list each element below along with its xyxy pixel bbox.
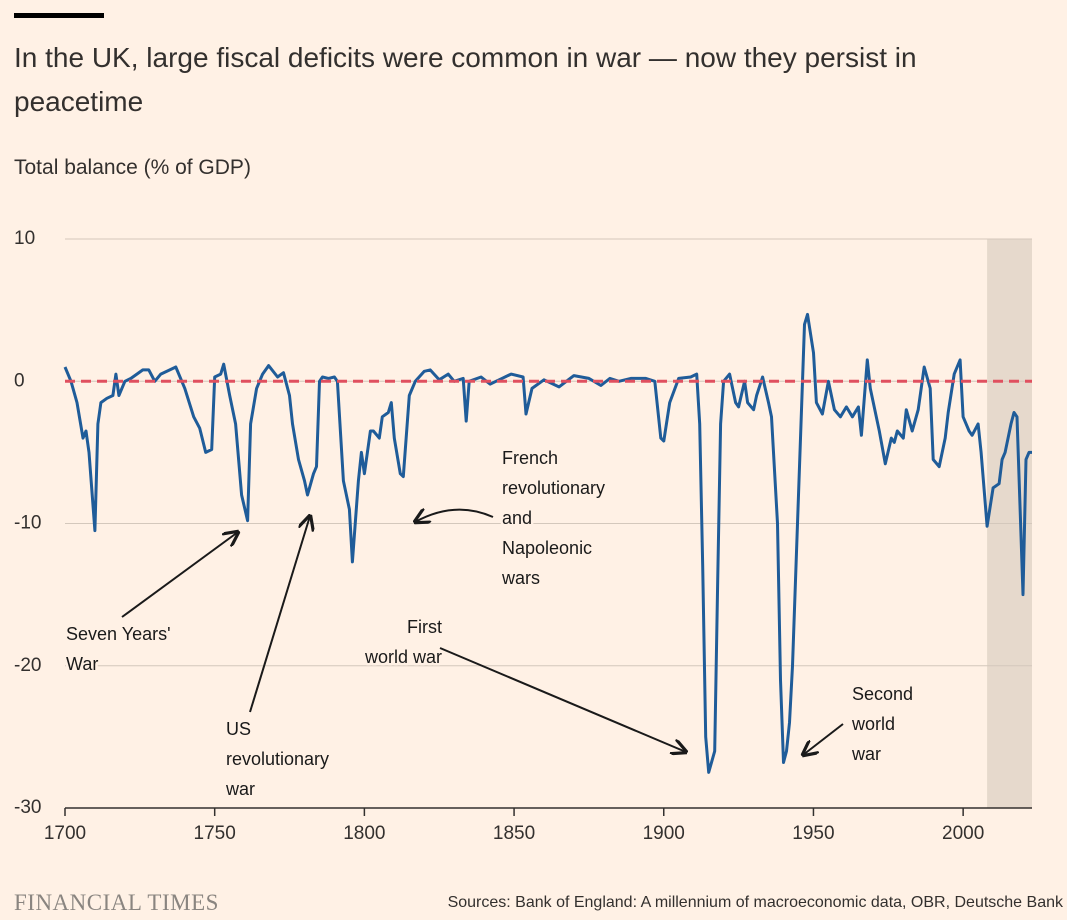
annotation-arrow <box>121 532 238 618</box>
annotation-text: War <box>66 654 98 674</box>
annotation-text: US <box>226 719 251 739</box>
annotation-text: revolutionary <box>226 749 329 769</box>
annotation-text: war <box>851 744 881 764</box>
annotation-text: Napoleonic <box>502 538 592 558</box>
annotation-text: Seven Years' <box>66 624 171 644</box>
source: Sources: Bank of England: A millennium o… <box>447 894 1063 911</box>
y-tick-label: -20 <box>14 655 41 676</box>
annotation-text: Second <box>852 684 913 704</box>
annotation-text: First <box>407 617 442 637</box>
y-tick-label: 0 <box>14 370 25 391</box>
annotation-arrow <box>249 516 310 713</box>
y-axis-label: Total balance (% of GDP) <box>14 156 251 179</box>
annotation-arrow <box>803 723 844 755</box>
y-tick-label: -10 <box>14 513 41 534</box>
x-tick-label: 1750 <box>194 823 236 844</box>
y-tick-label: -30 <box>14 797 41 818</box>
x-tick-label: 2000 <box>942 823 984 844</box>
x-tick-label: 1700 <box>44 823 86 844</box>
brand-bar <box>14 13 104 18</box>
brand: FINANCIAL TIMES <box>14 890 219 915</box>
annotation-text: French <box>502 448 558 468</box>
x-tick-label: 1850 <box>493 823 535 844</box>
annotation-text: war <box>225 779 255 799</box>
annotation-arrow <box>439 647 686 752</box>
x-tick-label: 1900 <box>643 823 685 844</box>
line-series <box>63 312 1032 774</box>
annotation-arrow <box>415 510 494 522</box>
x-tick-label: 1950 <box>792 823 834 844</box>
annotation-text: revolutionary <box>502 478 605 498</box>
y-tick-label: 10 <box>14 228 35 249</box>
annotation-text: and <box>502 508 532 528</box>
annotation-text: world war <box>364 647 442 667</box>
annotation-text: world <box>851 714 895 734</box>
annotation-text: wars <box>501 568 540 588</box>
x-tick-label: 1800 <box>343 823 385 844</box>
chart-title: In the UK, large fiscal deficits were co… <box>14 42 917 117</box>
